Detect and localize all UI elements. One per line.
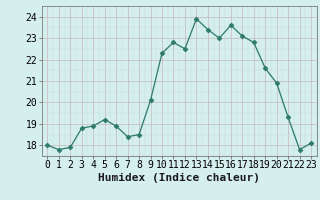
X-axis label: Humidex (Indice chaleur): Humidex (Indice chaleur): [98, 173, 260, 183]
